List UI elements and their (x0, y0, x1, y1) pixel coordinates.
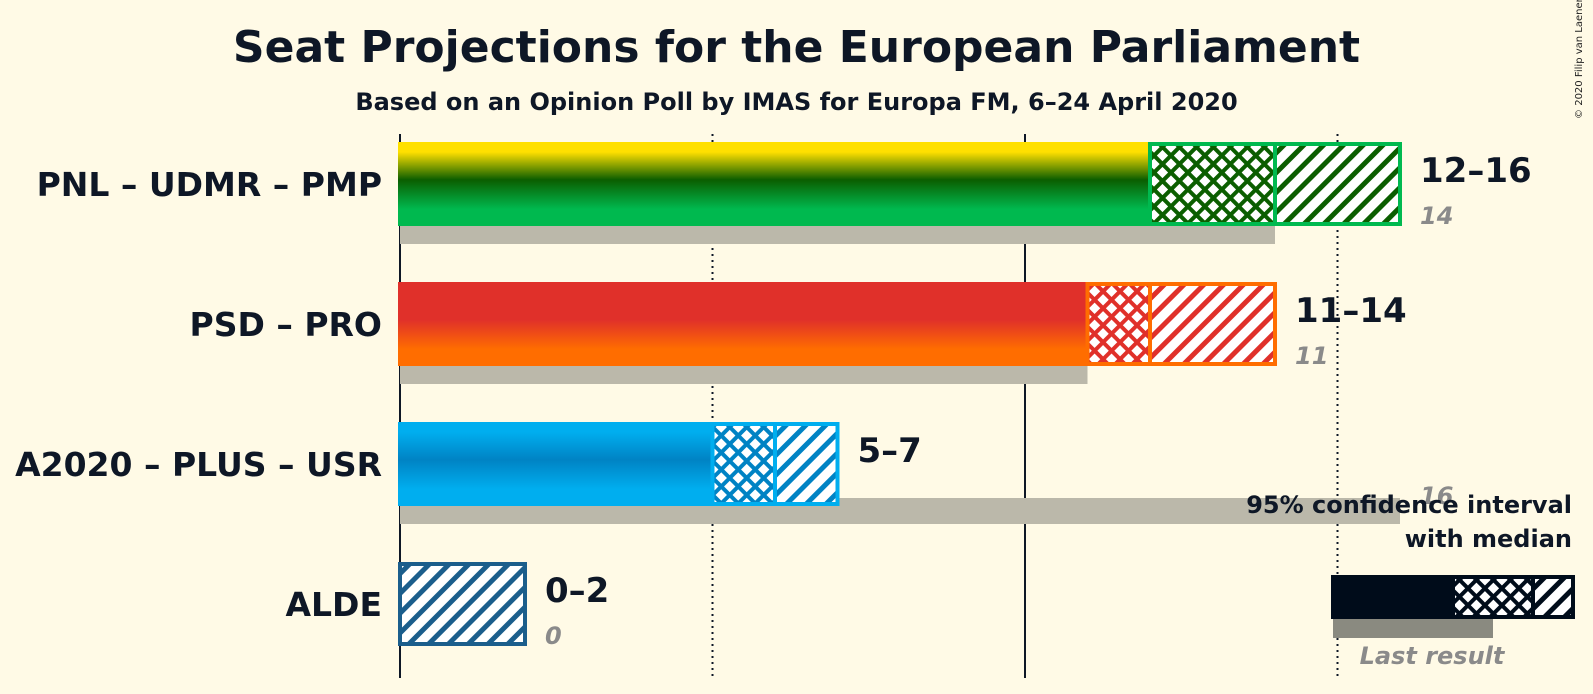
last-result-label: 11 (1295, 342, 1328, 370)
legend-line-2: with median (1405, 525, 1572, 553)
party-label: PSD – PRO (190, 305, 382, 344)
last-result-label: 0 (545, 622, 562, 650)
legend-last-result-bar (1333, 616, 1493, 638)
bar-solid (398, 282, 1088, 366)
legend-last-result-label: Last result (1360, 642, 1506, 670)
party-row: PNL – UDMR – PMP 12–16 14 (37, 142, 1532, 244)
bar-cross-hatch (1148, 142, 1277, 226)
bar-diag-hatch (1148, 282, 1277, 366)
bars: PNL – UDMR – PMP 12–16 14 PSD – PRO 11–14 11 A… (15, 142, 1532, 650)
chart-title: Seat Projections for the European Parlia… (232, 22, 1361, 73)
party-label: PNL – UDMR – PMP (37, 165, 382, 204)
legend-solid-bar (1331, 575, 1453, 619)
party-row: PSD – PRO 11–14 11 (190, 282, 1407, 384)
party-label: ALDE (285, 585, 382, 624)
party-row: ALDE 0–2 0 (285, 562, 609, 650)
bar-diag-hatch (1273, 142, 1402, 226)
last-result-label: 16 (1420, 482, 1453, 510)
last-result-label: 14 (1420, 202, 1453, 230)
legend-diag-hatch (1531, 575, 1575, 619)
legend: 95% confidence interval with median Last… (1246, 491, 1575, 670)
range-label: 5–7 (858, 431, 922, 471)
range-label: 11–14 (1295, 291, 1407, 331)
party-row: A2020 – PLUS – USR 5–7 16 (15, 422, 1453, 524)
bar-cross-hatch (710, 422, 777, 506)
legend-line-1: 95% confidence interval (1246, 491, 1572, 519)
legend-cross-hatch (1451, 575, 1535, 619)
bar-diag-hatch (398, 562, 527, 646)
bar-solid (398, 142, 1150, 226)
bar-cross-hatch (1085, 282, 1152, 366)
range-label: 12–16 (1420, 151, 1532, 191)
bar-solid (398, 422, 713, 506)
party-label: A2020 – PLUS – USR (15, 445, 382, 484)
bar-diag-hatch (773, 422, 840, 506)
chart-subtitle: Based on an Opinion Poll by IMAS for Eur… (355, 88, 1238, 116)
range-label: 0–2 (545, 571, 609, 611)
